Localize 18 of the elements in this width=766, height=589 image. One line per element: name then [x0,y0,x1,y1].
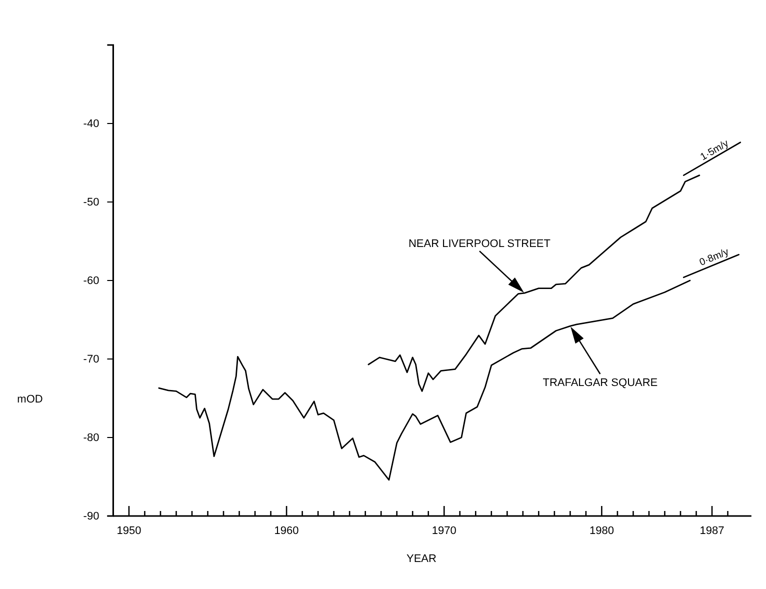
y-tick-label: -90 [83,510,100,523]
annotation: NEAR LIVERPOOL STREET [408,238,551,250]
line-series [158,280,691,481]
y-tick-label: -70 [83,354,100,366]
y-tick-label: -50 [83,196,100,209]
x-tick-label: 1960 [274,524,299,537]
y-tick-label: -60 [83,275,100,288]
annotation: TRAFALGAR SQUARE [542,377,658,390]
x-tick-label: 1970 [432,524,456,537]
x-tick-label: 1980 [589,524,614,537]
y-axis-title: mOD [17,393,43,406]
x-axis-title: YEAR [406,553,437,565]
text: 0·8m/y [698,246,730,269]
line-series [368,174,700,392]
y-tick-label: -40 [83,118,100,130]
y-tick-label: -80 [83,432,100,444]
x-tick-label: 1950 [116,524,142,537]
x-tick-label: 1987 [700,524,724,537]
